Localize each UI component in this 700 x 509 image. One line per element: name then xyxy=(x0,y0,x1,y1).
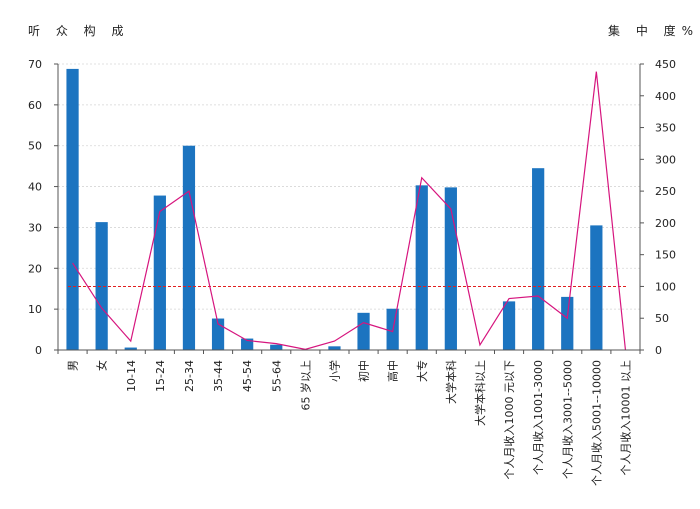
bar-1 xyxy=(95,222,108,350)
bar-4 xyxy=(182,145,196,350)
bar-17 xyxy=(561,296,574,350)
category-label: 55-64 xyxy=(270,360,283,392)
category-label: 个人月收入10001 以上 xyxy=(618,360,632,476)
right-tick-label: 150 xyxy=(655,249,676,262)
category-label: 个人月收入3001--5000 xyxy=(560,360,574,479)
left-tick-label: 70 xyxy=(28,58,42,71)
left-tick-label: 30 xyxy=(28,221,42,234)
right-tick-label: 300 xyxy=(655,153,676,166)
right-tick-label: 200 xyxy=(655,217,676,230)
left-tick-label: 50 xyxy=(28,140,42,153)
bar-10 xyxy=(357,312,370,350)
category-label: 个人月收入5001--10000 xyxy=(589,360,603,486)
right-tick-label: 250 xyxy=(655,185,676,198)
left-tick-label: 0 xyxy=(35,344,42,357)
category-label: 女 xyxy=(95,360,109,371)
category-label: 45-54 xyxy=(241,360,254,392)
right-tick-label: 450 xyxy=(655,58,676,71)
bar-6 xyxy=(241,338,254,350)
line-series xyxy=(72,71,627,351)
left-tick-label: 60 xyxy=(28,99,42,112)
category-label: 65 岁以上 xyxy=(298,360,312,411)
left-tick-label: 10 xyxy=(28,303,42,316)
left-tick-label: 20 xyxy=(28,262,42,275)
bar-0 xyxy=(66,68,79,350)
bar-7 xyxy=(270,344,283,350)
category-label: 15-24 xyxy=(154,360,167,392)
axes xyxy=(57,64,641,354)
bar-series xyxy=(66,68,603,350)
right-axis-ticks: 0 50 100 150 200 250 300 350 400 450 xyxy=(640,58,676,357)
right-tick-label: 50 xyxy=(655,312,669,325)
category-label: 大专 xyxy=(415,360,429,382)
category-label: 大学本科以上 xyxy=(473,360,487,426)
right-tick-label: 350 xyxy=(655,122,676,135)
category-label: 10-14 xyxy=(125,360,138,392)
right-tick-label: 0 xyxy=(655,344,662,357)
bar-2 xyxy=(124,347,137,350)
bar-12 xyxy=(415,185,428,350)
category-label: 大学本科 xyxy=(444,360,458,404)
category-labels: 男 女 10-14 15-24 25-34 35-44 45-54 55-64 65 岁以上 小学… xyxy=(67,360,633,486)
category-label: 25-34 xyxy=(183,360,196,392)
bar-18 xyxy=(590,225,603,350)
category-label: 高中 xyxy=(386,360,400,382)
category-label: 个人月收入1001-3000 xyxy=(531,360,545,475)
concentration-line xyxy=(72,71,627,351)
bar-9 xyxy=(328,346,341,350)
left-tick-label: 40 xyxy=(28,181,42,194)
category-label: 男 xyxy=(67,360,80,371)
category-label: 小学 xyxy=(327,360,341,382)
left-axis-title: 听 众 构 成 xyxy=(28,23,129,38)
left-axis-ticks: 0 10 20 30 40 50 60 70 xyxy=(28,58,58,357)
category-label: 35-44 xyxy=(212,360,225,392)
bar-5 xyxy=(211,318,225,350)
bar-13 xyxy=(444,187,457,350)
bar-16 xyxy=(532,168,545,350)
right-tick-label: 400 xyxy=(655,90,676,103)
bar-15 xyxy=(502,301,516,350)
category-label: 初中 xyxy=(357,360,371,382)
category-label: 个人月收入1000 元以下 xyxy=(502,360,516,480)
gridlines xyxy=(58,63,640,310)
bar-3 xyxy=(153,195,166,350)
right-tick-label: 100 xyxy=(655,280,676,293)
right-axis-title: 集 中 度% xyxy=(608,23,699,38)
